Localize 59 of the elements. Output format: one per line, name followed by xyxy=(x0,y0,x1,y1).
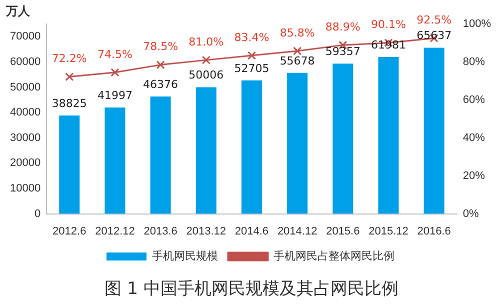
point xyxy=(247,51,256,60)
y-tick-label: 20000 xyxy=(10,157,41,170)
x-tick-label: 2012.6 xyxy=(52,225,86,238)
y-tick-label: 0 xyxy=(34,208,41,220)
x-tick-label: 2013.6 xyxy=(144,225,178,238)
point xyxy=(65,72,74,82)
data-label: 85.8% xyxy=(280,26,315,40)
data-label: 74.5% xyxy=(97,48,132,61)
y-tick-label: 70000 xyxy=(10,30,41,43)
data-label: 55678 xyxy=(280,54,315,68)
text: 图 1 中国手机网民规模及其占网民比例 xyxy=(104,278,400,301)
y2-tick-label: 60% xyxy=(462,94,486,106)
y2-tick-label: 80% xyxy=(462,56,486,68)
data-label: 72.2% xyxy=(52,52,87,66)
y2-tick-label: 40% xyxy=(462,132,486,144)
y2-tick-label: 0% xyxy=(462,208,479,220)
legend-label: 手机网民规模 xyxy=(152,250,218,263)
data-label: 90.1% xyxy=(371,18,406,32)
y2-tick-label: 100% xyxy=(462,18,492,30)
data-label: 65637 xyxy=(416,29,452,42)
data-label: 81.0% xyxy=(188,35,224,48)
y-tick-label: 30000 xyxy=(10,132,41,144)
data-label: 52705 xyxy=(234,62,270,75)
x-tick-label: 2016.6 xyxy=(417,225,451,238)
y-tick-label: 40000 xyxy=(10,106,41,119)
x-tick-label: 2013.12 xyxy=(186,225,226,238)
point xyxy=(293,46,302,56)
y2-tick-label: 20% xyxy=(462,170,486,182)
legend-label: 手机网民占整体网民比例 xyxy=(274,250,394,263)
bar xyxy=(150,96,171,214)
data-label: 83.4% xyxy=(234,30,270,44)
bar xyxy=(104,108,126,214)
bar xyxy=(287,72,308,214)
data-label: 50006 xyxy=(188,68,224,82)
bar xyxy=(424,48,444,214)
x-tick-label: 2014.6 xyxy=(234,225,269,238)
data-label: 38825 xyxy=(52,96,87,110)
x-tick-label: 2012.12 xyxy=(95,225,135,238)
y-tick-label: 50000 xyxy=(10,81,41,94)
y-tick-label: 10000 xyxy=(10,182,41,195)
point xyxy=(202,56,210,64)
y-tick-label: 60000 xyxy=(10,56,41,68)
data-label: 41997 xyxy=(97,88,132,102)
data-label: 88.9% xyxy=(325,20,360,34)
point xyxy=(110,68,120,77)
bar xyxy=(332,64,354,214)
bar xyxy=(378,56,399,214)
data-label: 92.5% xyxy=(416,14,452,27)
x-tick-label: 2015.12 xyxy=(368,225,408,238)
bar xyxy=(59,116,80,214)
bar xyxy=(196,87,216,214)
data-label: 46376 xyxy=(143,78,178,91)
data-label: 59357 xyxy=(325,44,360,58)
point xyxy=(156,60,165,70)
x-tick-label: 2015.6 xyxy=(326,225,360,238)
bar xyxy=(241,80,262,214)
y-axis-title: 万人 xyxy=(5,4,31,18)
data-label: 78.5% xyxy=(143,40,178,54)
x-tick-label: 2014.12 xyxy=(277,225,318,238)
